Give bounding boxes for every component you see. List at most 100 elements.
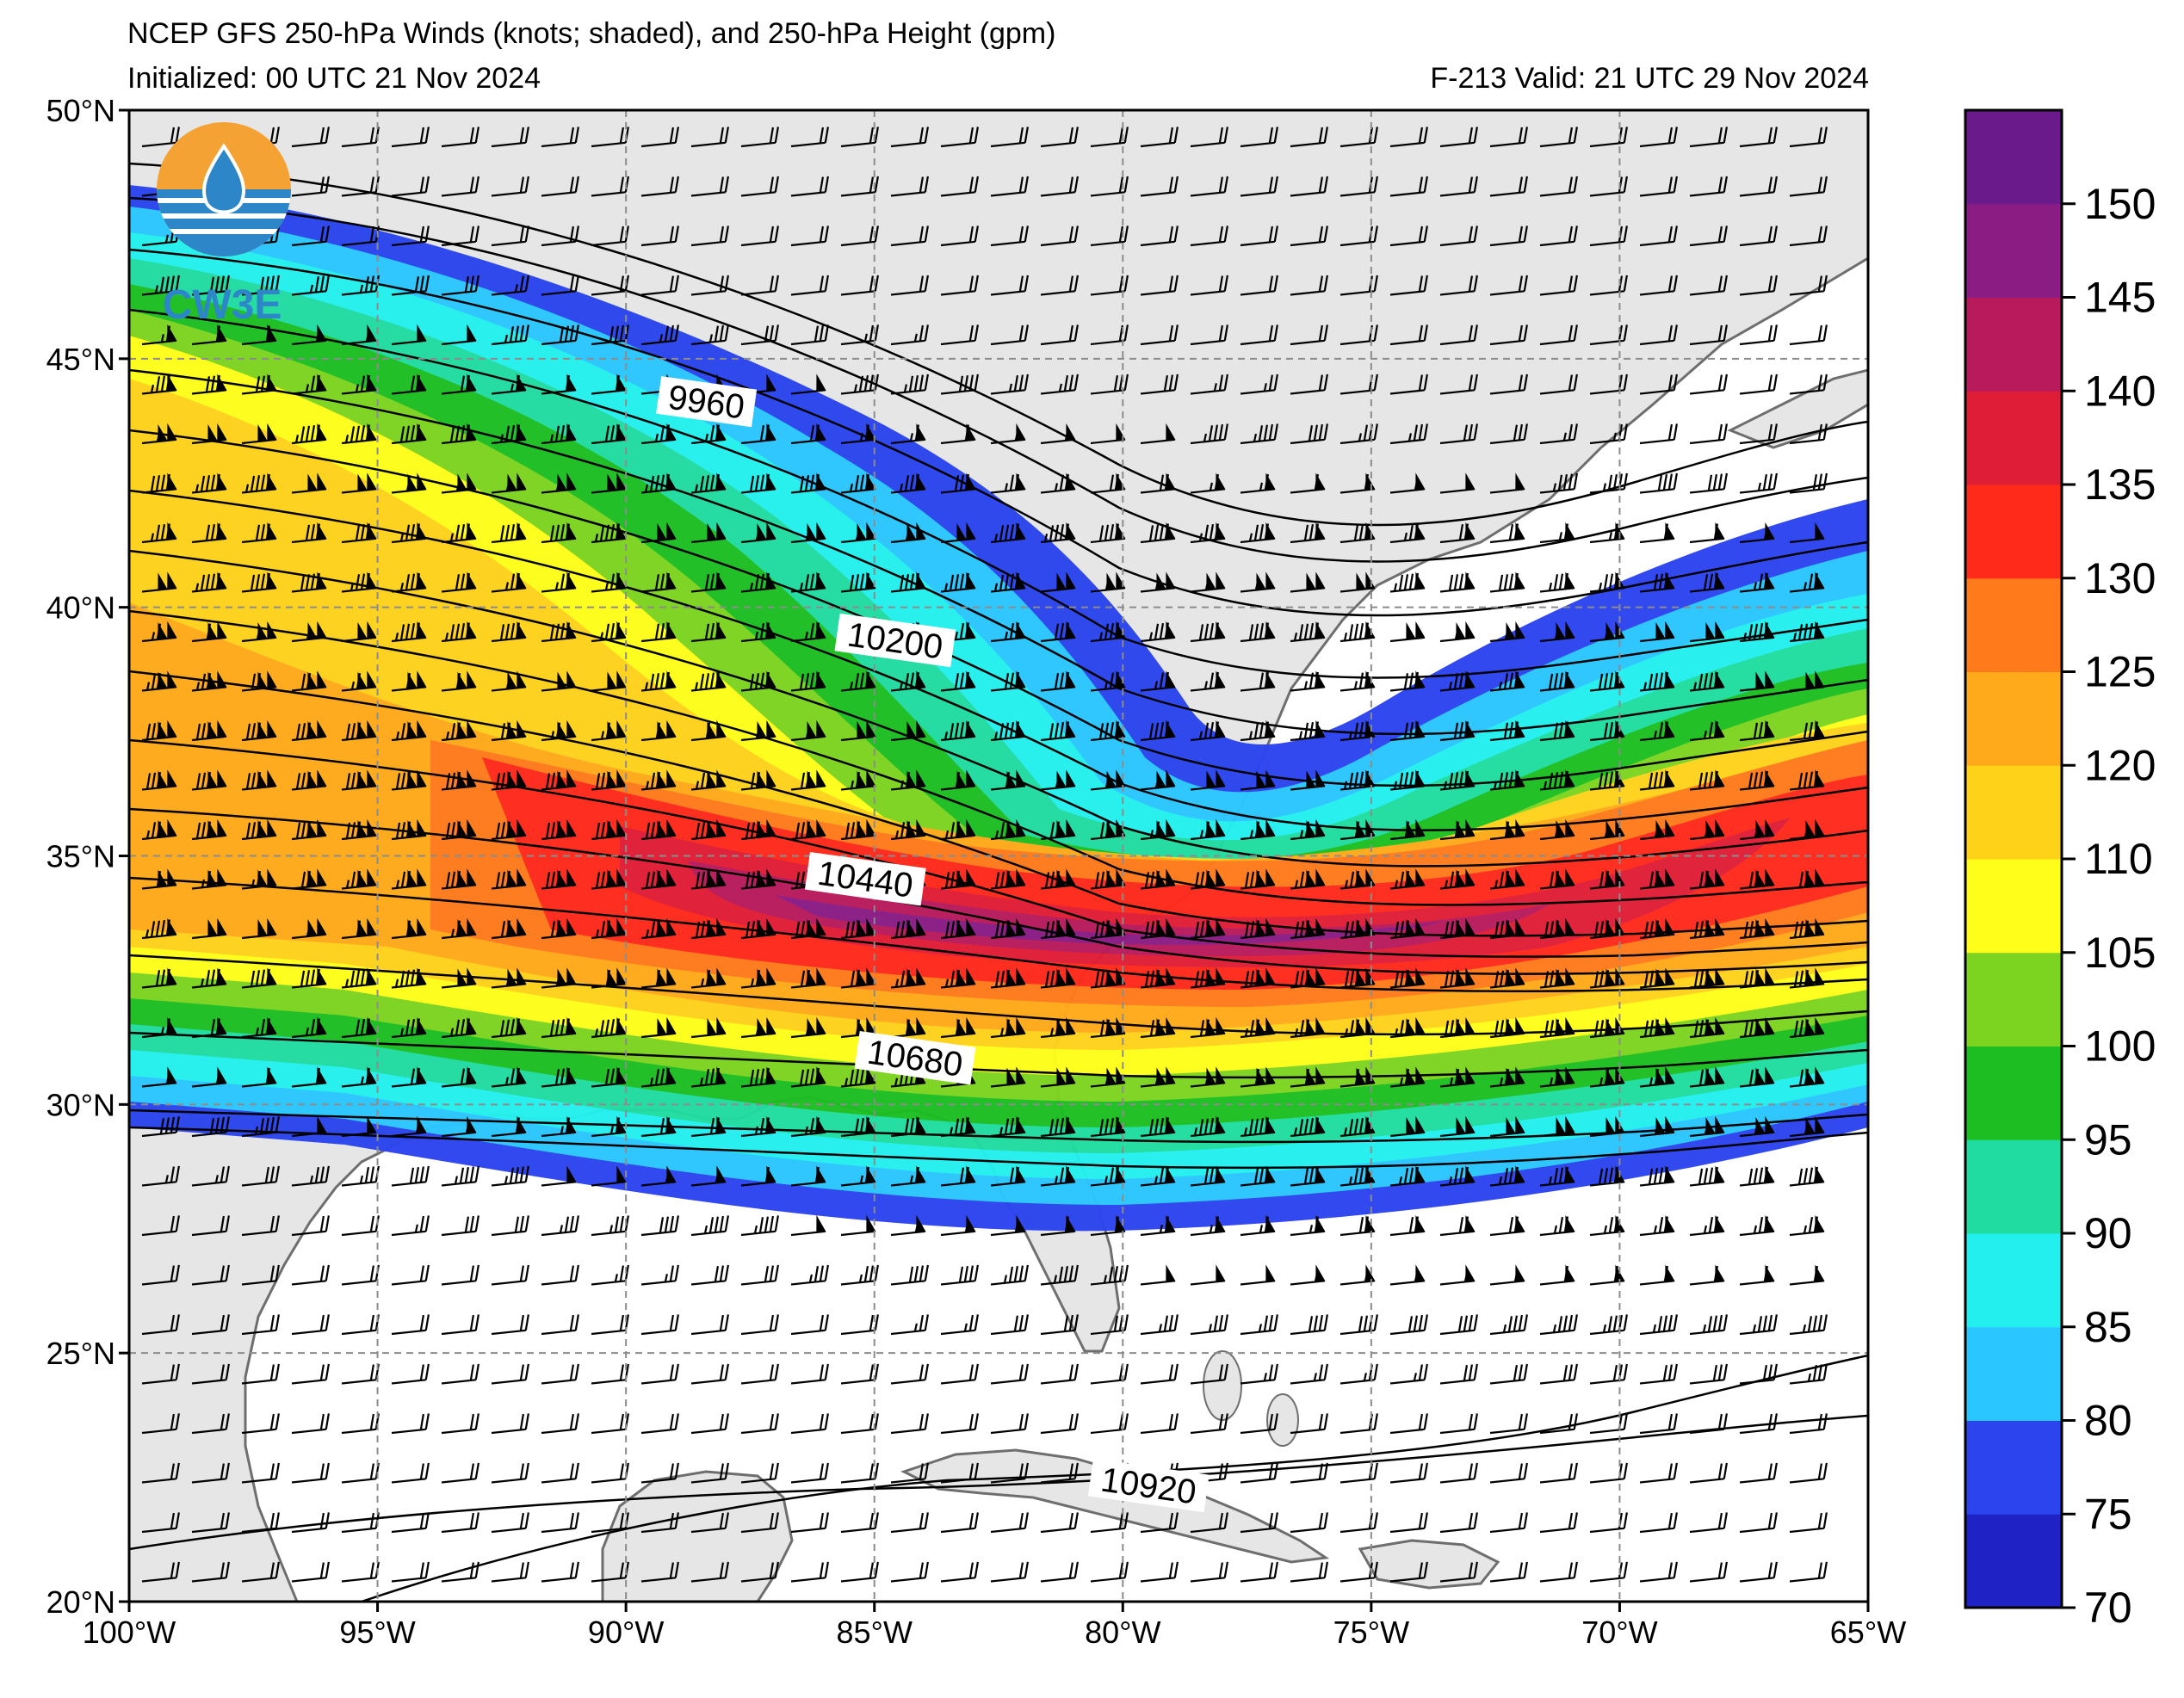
wind-barb [890, 127, 929, 148]
wind-barb [1739, 225, 1778, 247]
wind-barb [740, 769, 776, 791]
wind-barb [1439, 423, 1478, 445]
wind-barb [690, 967, 727, 989]
wind-barb [1389, 967, 1426, 989]
wind-barb [1339, 1115, 1376, 1138]
wind-barb [1389, 324, 1428, 346]
wind-barb [541, 1363, 579, 1385]
wind-barb [1240, 868, 1276, 890]
contour-label-bg [804, 851, 926, 906]
lat-lon-grid [129, 110, 1868, 1602]
wind-barb [1489, 670, 1525, 692]
wind-barb [1290, 374, 1328, 395]
wind-barb [491, 374, 527, 395]
wind-barb [740, 818, 776, 841]
wind-barb [1589, 1264, 1625, 1286]
wind-barb [291, 1066, 327, 1088]
wind-barb [1789, 522, 1825, 544]
wind-barb [1040, 1016, 1076, 1039]
wind-barb [591, 967, 627, 989]
wind-barb [1090, 225, 1129, 247]
wind-barb [1140, 1413, 1179, 1435]
wind-barb [1190, 1016, 1226, 1039]
wind-barb [1539, 1214, 1575, 1237]
wind-barb [1689, 967, 1725, 989]
wind-barb [541, 719, 577, 742]
wind-barb [241, 1512, 280, 1534]
wind-barb [1739, 1165, 1775, 1187]
wind-barb [341, 967, 377, 989]
wind-barb [990, 719, 1026, 742]
wind-barb [690, 1413, 729, 1435]
wind-barb [790, 1115, 826, 1138]
wind-barb [1439, 1066, 1476, 1088]
wind-barb [1339, 571, 1376, 593]
wind-barb [840, 917, 876, 940]
hispaniola-land [1358, 1539, 1500, 1590]
wind-barb [1489, 1165, 1525, 1187]
wind-barb [1339, 1214, 1376, 1237]
wind-barb [1539, 818, 1575, 841]
wind-barb [1190, 176, 1228, 197]
wind-barb [1789, 1314, 1828, 1336]
wind-barb [990, 868, 1026, 890]
wind-barb [690, 621, 727, 643]
wind-barb [491, 1066, 527, 1088]
wind-barb [1789, 374, 1828, 395]
wind-barb [640, 1314, 679, 1336]
wind-barb [391, 127, 430, 148]
wind-barb [1489, 1264, 1525, 1286]
map-title: NCEP GFS 250-hPa Winds (knots; shaded), … [127, 17, 1056, 50]
wind-barb [1140, 1561, 1179, 1583]
wind-barb [141, 472, 177, 494]
wind-barb [1090, 1165, 1126, 1187]
wind-barb [1290, 1512, 1328, 1534]
colorbar-segment [1965, 391, 2062, 485]
wind-barb [1789, 1512, 1828, 1534]
wind-barb [291, 1016, 327, 1039]
wind-barb [1040, 522, 1076, 544]
height-contour [129, 248, 1868, 617]
wind-barb [890, 769, 926, 791]
wind-barb [191, 917, 227, 940]
wind-barb [1090, 127, 1129, 148]
wind-barb [391, 1215, 430, 1237]
wind-barb [1589, 917, 1625, 940]
wind-barb [640, 1561, 679, 1583]
wind-barb [740, 1016, 776, 1039]
colorbar-label: 120 [2084, 741, 2156, 789]
wind-barb [1439, 868, 1476, 890]
wind-barb [1689, 275, 1728, 296]
wind-barb [1090, 275, 1129, 296]
wind-barb [740, 324, 779, 346]
wind-barb [640, 1512, 679, 1534]
wind-barb [291, 472, 327, 494]
wind-barb [790, 719, 826, 742]
wind-barb [391, 423, 427, 445]
wind-barb [1789, 1214, 1825, 1237]
wind-barb [491, 472, 527, 494]
wind-barb [1240, 967, 1276, 989]
wind-barb [1689, 374, 1728, 395]
wind-barbs [141, 127, 1828, 1583]
wind-barb [1439, 571, 1476, 593]
wind-barb [1290, 225, 1328, 247]
wind-barb [591, 1115, 627, 1138]
wind-barb [141, 1116, 180, 1138]
wind-barb [591, 868, 627, 890]
wind-barb [1489, 176, 1528, 197]
wind-barb [441, 818, 477, 841]
nova-scotia-land [1727, 368, 1868, 449]
wind-barb [541, 818, 577, 841]
wind-barb [890, 719, 926, 742]
wind-barb [291, 374, 327, 395]
wind-barb [1190, 670, 1226, 692]
wind-barb [1190, 1214, 1226, 1237]
colorbar-segment [1965, 577, 2062, 672]
wind-barb [441, 719, 477, 742]
wind-barb [391, 1016, 427, 1039]
wind-barb [1040, 324, 1079, 346]
wind-barb [441, 522, 477, 544]
wind-barb [1339, 423, 1378, 445]
colorbar-label: 110 [2084, 835, 2153, 883]
